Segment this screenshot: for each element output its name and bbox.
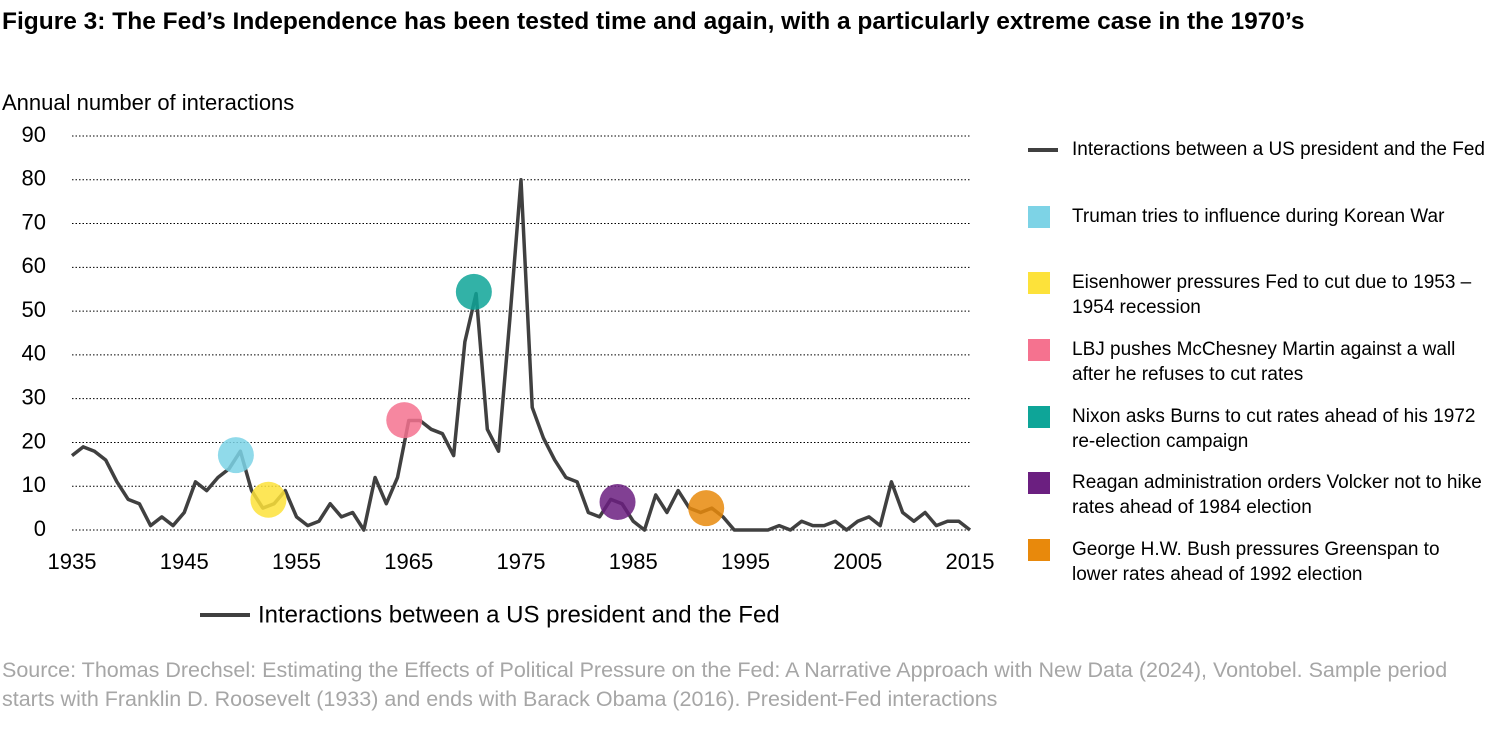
legend-item: George H.W. Bush pressures Greenspan to … [1028,537,1488,604]
legend-item: Eisenhower pressures Fed to cut due to 1… [1028,270,1488,337]
highlight-marker [455,273,492,310]
x-tick-label: 2015 [946,549,995,574]
y-tick-label: 60 [22,253,46,278]
legend-item: Interactions between a US president and … [1028,137,1488,204]
legend-label: Truman tries to influence during Korean … [1072,205,1445,227]
y-tick-label: 90 [22,122,46,147]
y-tick-label: 20 [22,428,46,453]
highlight-marker [217,437,254,474]
legend-label: Interactions between a US president and … [258,601,780,628]
chart: 0 10 20 30 40 50 60 70 80 90 1935 1945 1955 1965 1975 1… [22,122,995,629]
legend-item: Nixon asks Burns to cut rates ahead of h… [1028,404,1488,471]
x-tick-label: 1955 [272,549,321,574]
highlight-marker [599,483,636,520]
legend-key [1028,204,1058,228]
legend-key [1028,470,1058,495]
highlight-marker [250,481,287,518]
legend-key [1028,404,1058,428]
source-note: Source: Thomas Drechsel: Estimating the … [2,658,1448,711]
highlight-marker [386,402,423,439]
data-line [70,178,972,532]
x-tick-label: 1995 [721,549,770,574]
x-tick-label: 1975 [497,549,546,574]
legend-key [1028,337,1058,362]
x-tick-label: 1985 [609,549,658,574]
legend: Interactions between a US president and … [1028,137,1488,604]
y-tick-label: 0 [34,516,46,541]
legend-item: LBJ pushes McChesney Martin against a wa… [1028,337,1488,404]
x-tick-label: 2005 [833,549,882,574]
x-tick-label: 1935 [48,549,97,574]
legend-label: George H.W. Bush pressures Greenspan to … [1072,539,1440,586]
legend-label: LBJ pushes McChesney Martin against a wa… [1072,339,1456,386]
y-tick-label: 10 [22,472,46,497]
y-tick-label: 30 [22,384,46,409]
legend-label: Nixon asks Burns to cut rates ahead of h… [1072,405,1476,452]
legend-item: Reagan administration orders Volcker not… [1028,470,1488,537]
legend-label: Eisenhower pressures Fed to cut due to 1… [1072,272,1472,319]
y-axis-label: Annual number of interactions [2,90,295,115]
legend-label: Reagan administration orders Volcker not… [1072,472,1482,519]
y-tick-label: 70 [22,209,46,234]
legend-label: Interactions between a US president and … [1072,139,1485,160]
legend-item: Truman tries to influence during Korean … [1028,204,1488,271]
y-tick-label: 50 [22,297,46,322]
y-tick-label: 40 [22,341,46,366]
y-tick-label: 80 [22,166,46,191]
x-tick-label: 1945 [160,549,209,574]
legend-key [1028,537,1058,562]
legend-key [1028,137,1058,152]
x-tick-label: 1965 [384,549,433,574]
highlight-marker [688,490,725,527]
legend-key [1028,270,1058,295]
chart-title: Figure 3: The Fed’s Independence has bee… [2,8,1305,35]
